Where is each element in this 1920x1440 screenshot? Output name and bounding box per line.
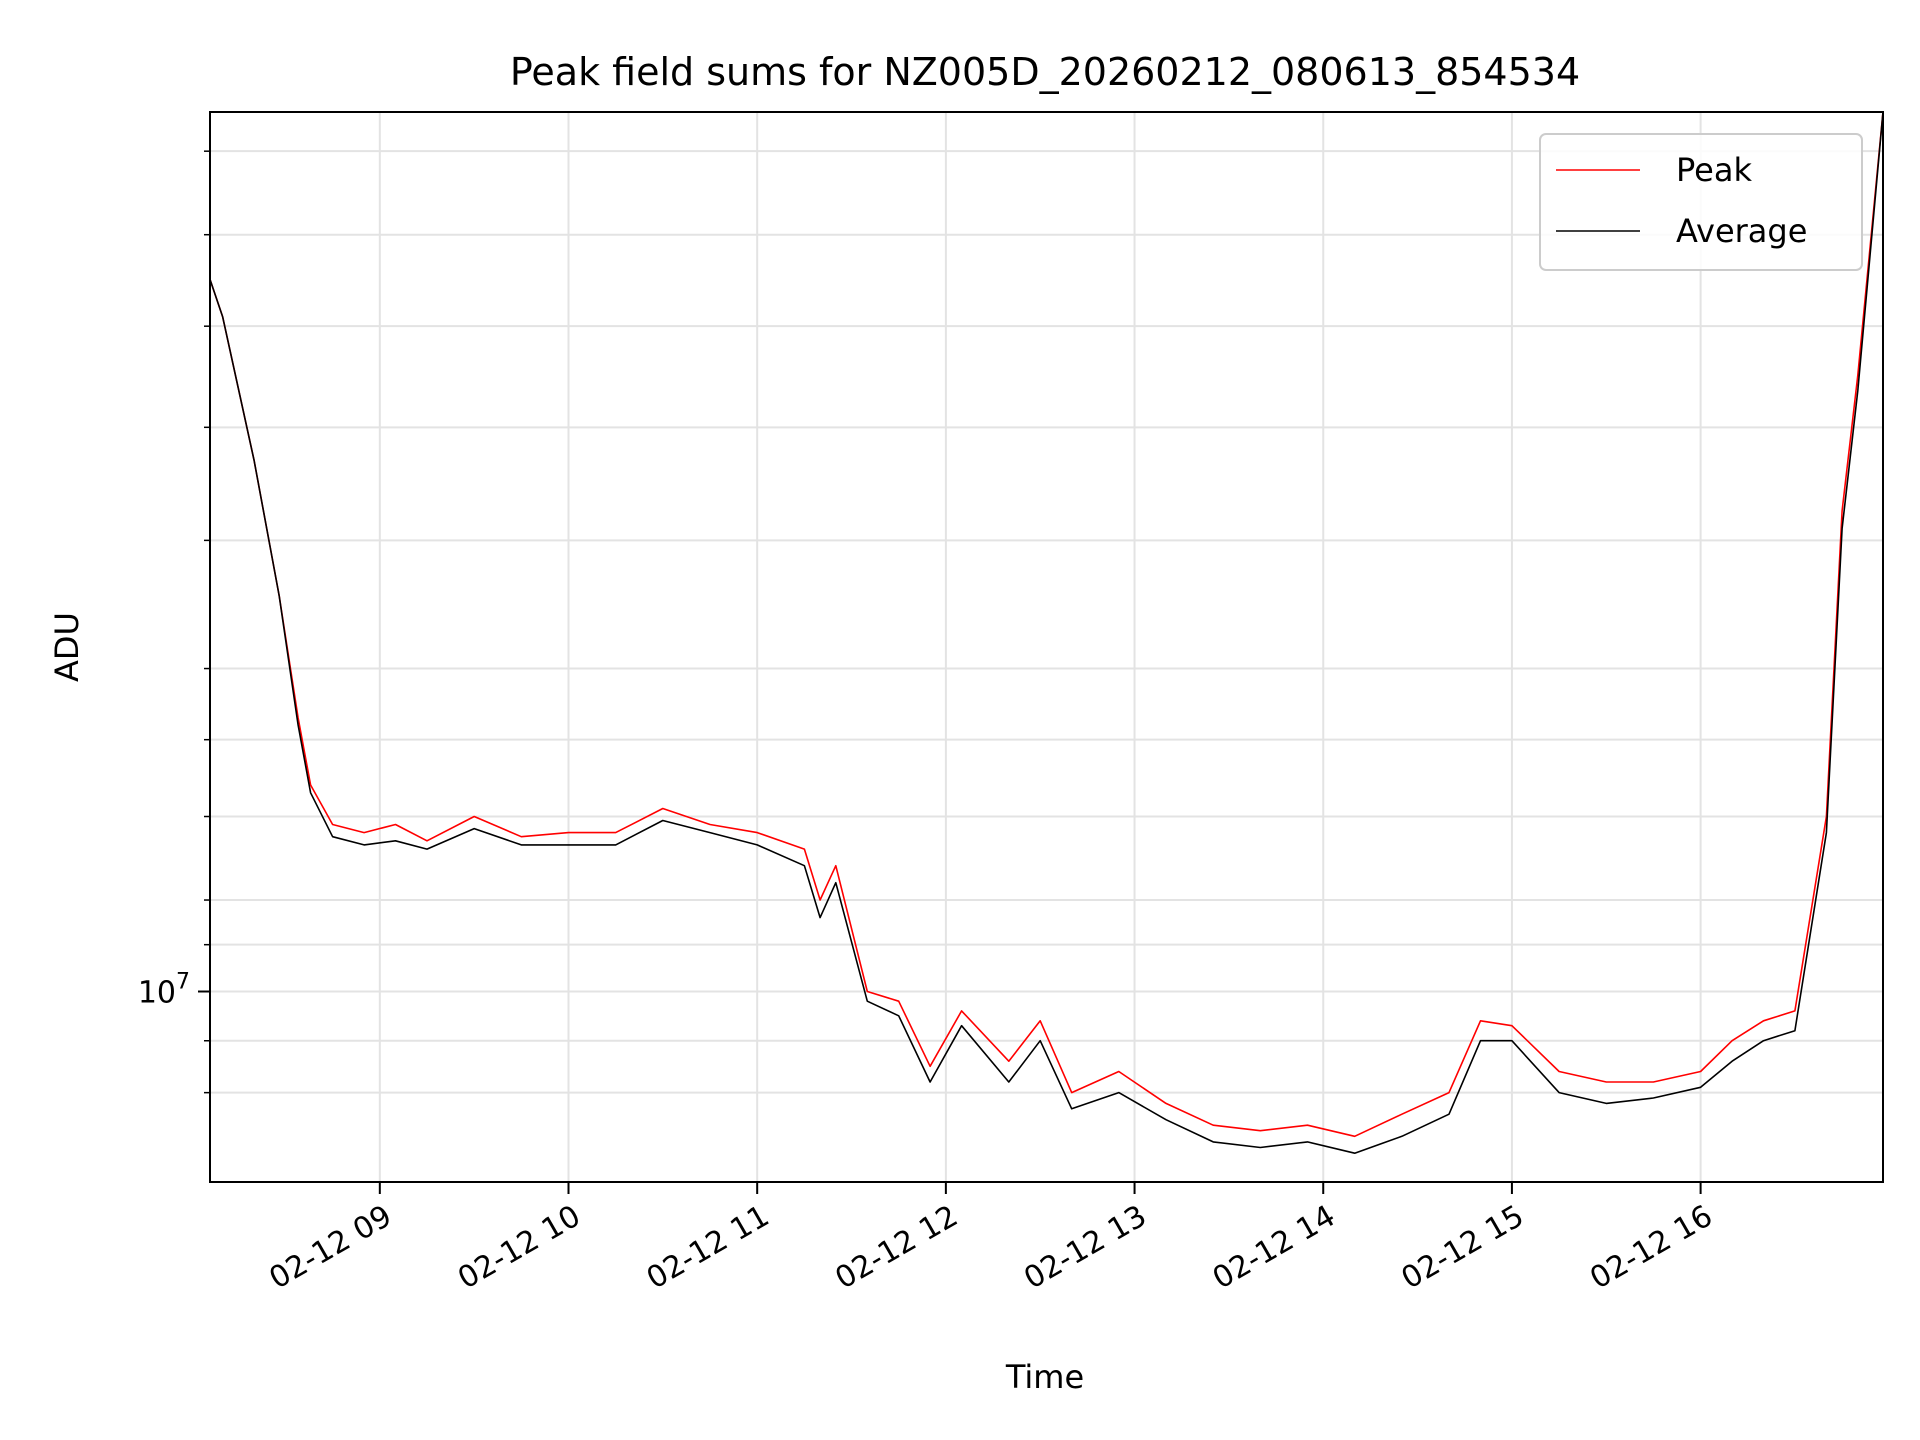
legend-box [1539,133,1863,271]
y-tick-base: 10 [138,976,176,1011]
series-layer [209,111,1884,1154]
x-tick-label: 02-12 10 [452,1199,586,1297]
x-tick-label: 02-12 16 [1584,1199,1718,1297]
plot-frame [209,111,1884,1183]
series-line-peak [209,111,1884,1138]
x-tick-label: 02-12 13 [1018,1199,1152,1297]
y-tick-exponent: 7 [176,970,190,995]
x-axis-label: Time [1005,1358,1084,1396]
series-line-average [209,111,1884,1154]
chart-title: Peak field sums for NZ005D_20260212_0806… [510,50,1580,94]
y-tick-label: 107 [138,970,190,1011]
grid-layer [210,112,1883,1182]
x-tick-label: 02-12 15 [1396,1199,1530,1297]
y-axis-label: ADU [48,612,86,682]
x-tick-label: 02-12 11 [641,1199,775,1297]
x-tick-label: 02-12 12 [830,1199,964,1297]
legend-label-peak: Peak [1676,151,1752,189]
tick-layer: 02-12 09 02-12 10 02-12 11 02-12 12 02-12 13… [138,150,1719,1297]
x-tick-label: 02-12 09 [263,1199,397,1297]
legend-label-average: Average [1676,212,1807,250]
x-tick-label: 02-12 14 [1207,1199,1341,1297]
legend: Peak Average [1539,133,1863,271]
